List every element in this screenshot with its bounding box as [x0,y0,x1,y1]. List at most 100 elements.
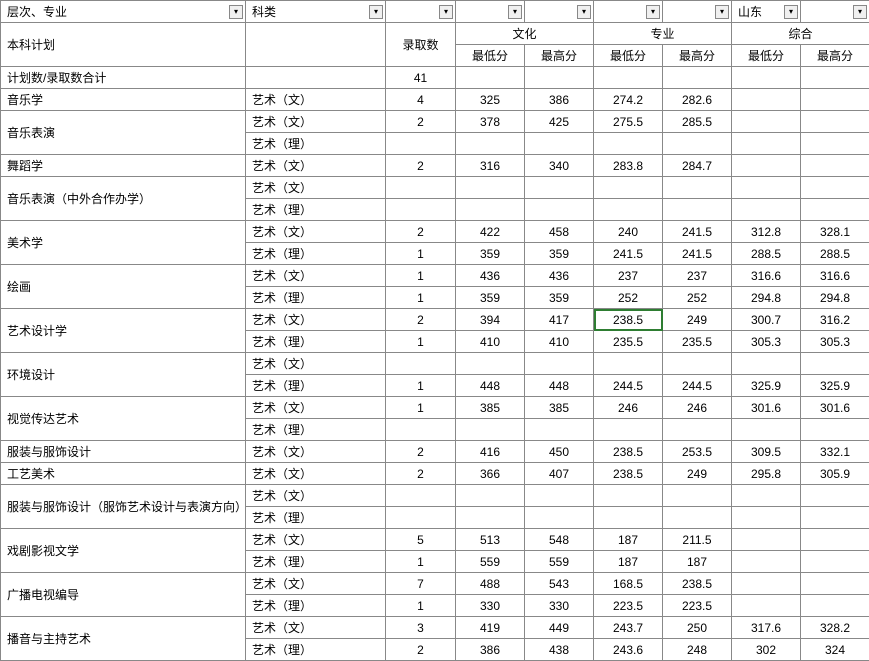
major-max [663,177,732,199]
composite-min: 288.5 [732,243,801,265]
major-max: 253.5 [663,441,732,463]
major-min: 241.5 [594,243,663,265]
composite-max [801,485,869,507]
composite-max [801,529,869,551]
major-name: 工艺美术 [1,463,246,485]
major-min: 252 [594,287,663,309]
major-max: 235.5 [663,331,732,353]
culture-max [525,485,594,507]
major-min: 235.5 [594,331,663,353]
culture-max: 448 [525,375,594,397]
filter-dropdown-icon[interactable]: ▾ [508,5,522,19]
culture-min [456,353,525,375]
major-max [663,133,732,155]
composite-max: 316.2 [801,309,869,331]
header-major-max: 最高分 [663,45,732,67]
composite-max [801,595,869,617]
culture-max: 385 [525,397,594,419]
admit-count: 1 [386,265,456,287]
composite-min: 295.8 [732,463,801,485]
filter-dropdown-icon[interactable]: ▾ [229,5,243,19]
category-value: 艺术（文） [246,617,386,639]
filter-dropdown-icon[interactable]: ▾ [577,5,591,19]
major-max [663,353,732,375]
major-min: 238.5 [594,309,663,331]
culture-max: 450 [525,441,594,463]
header-major: 专业 [594,23,732,45]
composite-max [801,573,869,595]
major-name: 服装与服饰设计（服饰艺术设计与表演方向） [1,485,246,529]
culture-max: 543 [525,573,594,595]
major-max: 284.7 [663,155,732,177]
filter-dropdown-icon[interactable]: ▾ [369,5,383,19]
admit-count: 2 [386,309,456,331]
composite-max: 294.8 [801,287,869,309]
filter-dropdown-icon[interactable]: ▾ [784,5,798,19]
major-name: 播音与主持艺术 [1,617,246,661]
culture-max: 359 [525,287,594,309]
major-name: 美术学 [1,221,246,265]
category-value: 艺术（理） [246,639,386,661]
admit-count: 1 [386,331,456,353]
category-value: 艺术（理） [246,133,386,155]
major-min [594,419,663,441]
culture-min: 359 [456,243,525,265]
category-value: 艺术（文） [246,89,386,111]
culture-min: 316 [456,155,525,177]
category-value: 艺术（理） [246,375,386,397]
category-value: 艺术（文） [246,441,386,463]
composite-max: 288.5 [801,243,869,265]
major-name: 广播电视编导 [1,573,246,617]
admit-count [386,353,456,375]
culture-min: 448 [456,375,525,397]
category-value: 艺术（文） [246,177,386,199]
composite-max [801,133,869,155]
major-name: 音乐表演 [1,111,246,155]
composite-min: 305.3 [732,331,801,353]
major-max: 187 [663,551,732,573]
composite-min [732,573,801,595]
major-max: 211.5 [663,529,732,551]
filter-dropdown-icon[interactable]: ▾ [439,5,453,19]
culture-min [456,485,525,507]
category-value: 艺术（理） [246,243,386,265]
composite-min [732,353,801,375]
composite-min [732,199,801,221]
filter-dropdown-icon[interactable]: ▾ [646,5,660,19]
category-value: 艺术（文） [246,155,386,177]
category-value: 艺术（文） [246,111,386,133]
major-min [594,485,663,507]
culture-min: 385 [456,397,525,419]
major-name: 音乐学 [1,89,246,111]
admission-table: 层次、专业▾科类▾▾▾▾▾▾山东▾▾本科计划录取数文化专业综合最低分最高分最低分… [0,0,869,661]
culture-min: 436 [456,265,525,287]
admit-count: 2 [386,155,456,177]
major-max: 238.5 [663,573,732,595]
major-max: 285.5 [663,111,732,133]
culture-min [456,419,525,441]
admit-count: 2 [386,111,456,133]
header-category: 科类▾ [246,1,386,23]
header-culture-max: 最高分 [525,45,594,67]
composite-min: 302 [732,639,801,661]
major-max: 246 [663,397,732,419]
major-name: 绘画 [1,265,246,309]
culture-max: 438 [525,639,594,661]
culture-max [525,507,594,529]
major-min: 274.2 [594,89,663,111]
major-min: 223.5 [594,595,663,617]
culture-min [456,507,525,529]
plan-total-label: 计划数/录取数合计 [1,67,246,89]
culture-min: 410 [456,331,525,353]
header-composite-max: 最高分 [801,45,869,67]
culture-min [456,133,525,155]
major-min: 244.5 [594,375,663,397]
major-min: 283.8 [594,155,663,177]
header-culture: 文化 [456,23,594,45]
filter-dropdown-icon[interactable]: ▾ [715,5,729,19]
admit-count: 1 [386,375,456,397]
filter-dropdown-icon[interactable]: ▾ [853,5,867,19]
culture-max [525,199,594,221]
culture-max: 436 [525,265,594,287]
category-value: 艺术（文） [246,221,386,243]
